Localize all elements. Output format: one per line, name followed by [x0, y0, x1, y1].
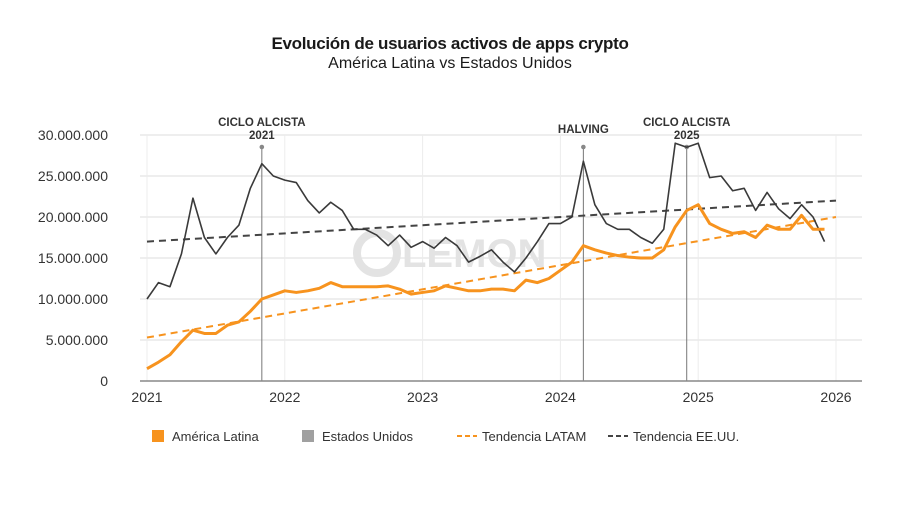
x-tick-label: 2022: [269, 389, 300, 405]
series-tendencia-latam-line: [146, 216, 837, 339]
x-tick-label: 2023: [407, 389, 438, 405]
lemon-watermark: LEMON: [353, 229, 546, 277]
legend-label: Tendencia LATAM: [482, 429, 586, 444]
x-tick-label: 2024: [545, 389, 576, 405]
series-estados-unidos-line: [146, 142, 826, 300]
watermark-text: LEMON: [402, 232, 546, 276]
chart-title: Evolución de usuarios activos de apps cr…: [271, 34, 629, 53]
series-am-rica-latina-line: [146, 203, 825, 371]
y-tick-label: 30.000.000: [38, 127, 108, 143]
x-tick-label: 2021: [131, 389, 162, 405]
y-tick-label: 0: [100, 373, 108, 389]
x-tick-label: 2025: [683, 389, 714, 405]
annotation-label: HALVING: [558, 124, 609, 136]
legend-label: Tendencia EE.UU.: [633, 429, 739, 444]
annotation-label: CICLO ALCISTA: [643, 117, 731, 129]
annotation-dot: [259, 144, 265, 150]
y-tick-label: 15.000.000: [38, 250, 108, 266]
annotation-year: 2021: [249, 130, 275, 142]
y-tick-label: 25.000.000: [38, 168, 108, 184]
legend-label: Estados Unidos: [322, 429, 414, 444]
legend-swatch: [152, 430, 164, 442]
x-tick-label: 2026: [820, 389, 851, 405]
y-tick-label: 20.000.000: [38, 209, 108, 225]
annotation-label: CICLO ALCISTA: [218, 117, 306, 129]
chart-subtitle: América Latina vs Estados Unidos: [328, 55, 572, 72]
legend-swatch: [302, 430, 314, 442]
annotation-year: 2025: [674, 130, 700, 142]
legend-label: América Latina: [172, 429, 259, 444]
y-tick-label: 5.000.000: [46, 332, 108, 348]
annotation-dot: [581, 144, 586, 150]
y-tick-label: 10.000.000: [38, 291, 108, 307]
